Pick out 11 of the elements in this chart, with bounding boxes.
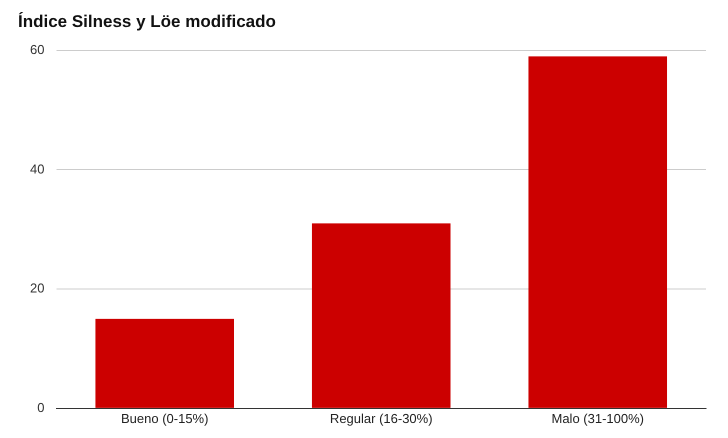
x-tick-label: Bueno (0-15%) bbox=[120, 410, 208, 426]
x-tick-label: Regular (16-30%) bbox=[330, 410, 433, 426]
y-tick-label: 40 bbox=[30, 161, 44, 176]
x-tick-label: Malo (31-100%) bbox=[551, 410, 644, 426]
bar bbox=[528, 56, 668, 408]
y-tick-label: 60 bbox=[30, 42, 44, 57]
y-tick-label: 0 bbox=[37, 400, 44, 415]
bar bbox=[95, 318, 234, 408]
y-tick-label: 20 bbox=[30, 280, 44, 296]
bar bbox=[312, 223, 451, 408]
chart-title: Índice Silness y Löe modificado bbox=[18, 10, 276, 31]
